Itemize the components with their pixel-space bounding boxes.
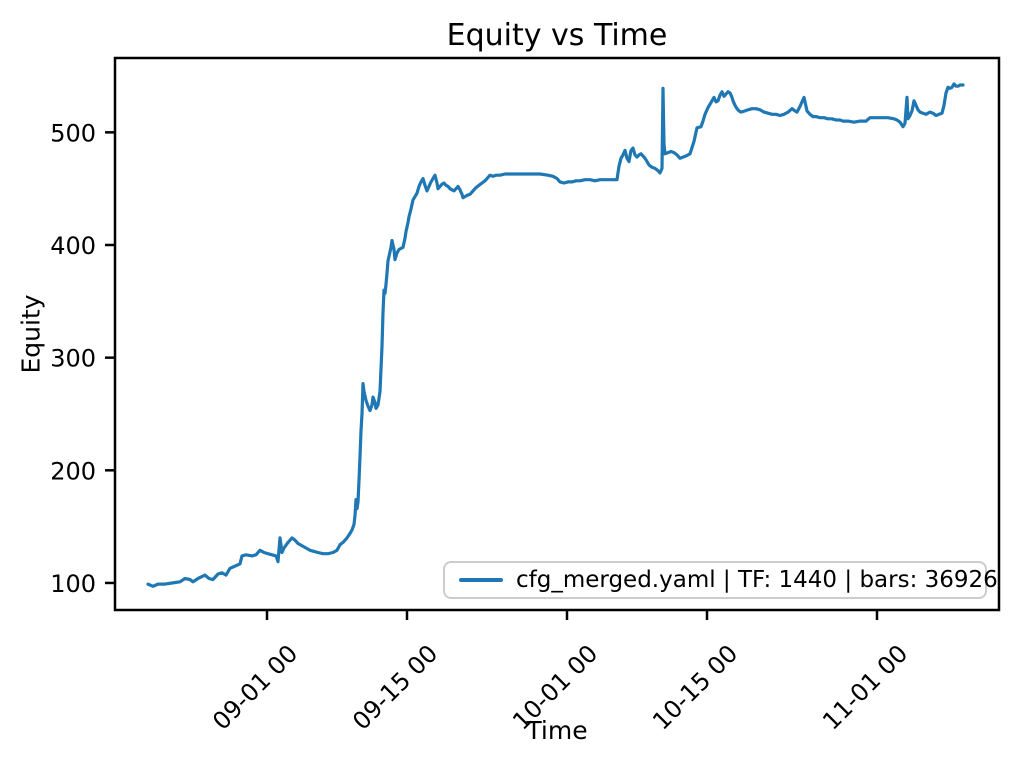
chart-title: Equity vs Time (446, 18, 668, 53)
svg-text:400: 400 (50, 232, 96, 260)
svg-text:100: 100 (50, 570, 96, 598)
svg-text:200: 200 (50, 457, 96, 485)
legend-label: cfg_merged.yaml | TF: 1440 | bars: 36926 (516, 567, 998, 593)
legend-box: cfg_merged.yaml | TF: 1440 | bars: 36926 (443, 561, 998, 599)
equity-line-group (146, 82, 965, 588)
equity-line (146, 82, 965, 588)
x-axis-label: Time (526, 716, 588, 745)
y-axis-ticks: 100 200 300 400 500 (50, 119, 115, 598)
legend-line-sample (459, 578, 503, 582)
axes-frame (113, 56, 1001, 612)
y-axis-label: Equity (16, 294, 46, 374)
svg-text:500: 500 (50, 119, 96, 147)
svg-text:300: 300 (50, 345, 96, 373)
